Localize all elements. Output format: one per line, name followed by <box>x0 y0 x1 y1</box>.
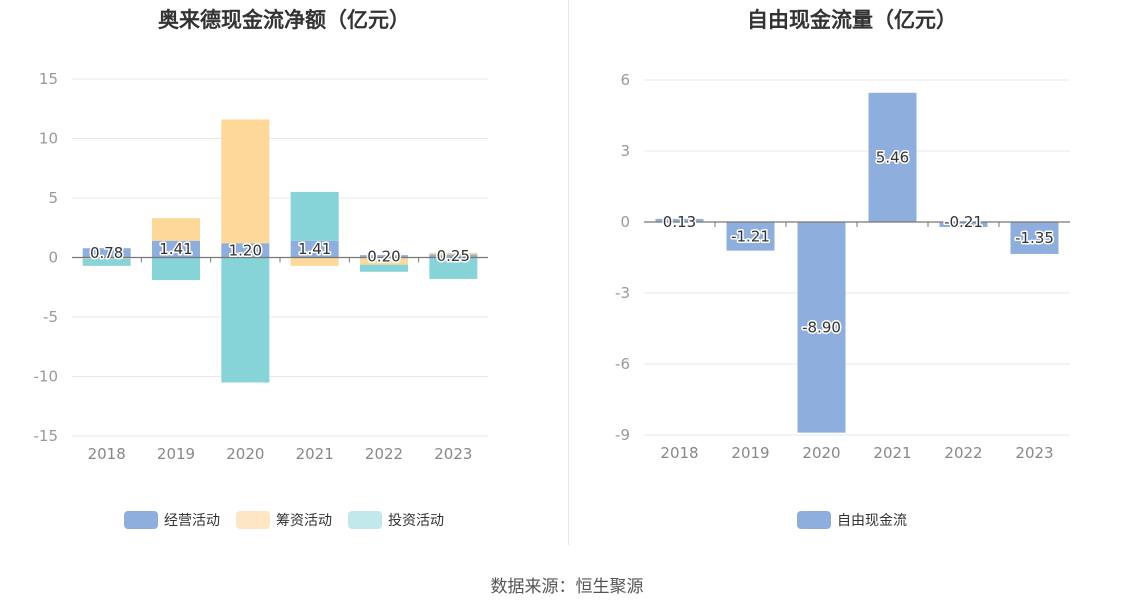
y-tick-label: 5 <box>48 189 58 207</box>
x-tick-label: 2018 <box>88 445 126 463</box>
bar-free-cash-flow-2022 <box>939 222 988 227</box>
x-tick-label: 2019 <box>157 445 195 463</box>
bar-financing-2021 <box>290 257 339 266</box>
bar-free-cash-flow-2018 <box>655 218 704 222</box>
data-label: -0.21 <box>944 213 983 231</box>
data-label: -8.90 <box>802 318 841 336</box>
bar-investing-2020 <box>221 257 270 383</box>
bar-operating-2018 <box>82 248 131 258</box>
x-tick-label: 2021 <box>296 445 334 463</box>
x-tick-label: 2020 <box>802 444 840 462</box>
data-label: 1.41 <box>159 240 192 258</box>
legend-item-operating[interactable]: 经营活动 <box>124 510 220 530</box>
bar-free-cash-flow-2021 <box>868 92 917 222</box>
right-chart-plot: 6 3 0 -3 -6 -9 2018 2019 2020 2021 2022 2023 0.13 -1.… <box>615 71 1070 462</box>
x-tick-label: 2023 <box>434 445 472 463</box>
x-tick-label: 2023 <box>1015 444 1053 462</box>
bar-operating-2020 <box>221 243 270 258</box>
x-tick-label: 2021 <box>873 444 911 462</box>
y-tick-label: -6 <box>615 355 630 373</box>
bar-financing-2023 <box>429 252 478 255</box>
left-chart-title: 奥来德现金流净额（亿元） <box>158 8 410 32</box>
legend-swatch-investing <box>348 511 382 529</box>
bar-operating-2023 <box>429 254 478 258</box>
panel-divider <box>568 0 569 545</box>
data-label: -1.35 <box>1015 229 1054 247</box>
right-chart-panel: 自由现金流量（亿元） 6 3 0 -3 -6 -9 2018 2019 2020 2021 2022… <box>570 0 1134 560</box>
y-tick-label: -5 <box>43 308 58 326</box>
legend-label-financing: 筹资活动 <box>276 513 332 529</box>
left-chart-plot: 15 10 5 0 -5 -10 -15 2018 2019 2020 2021 2022 2023 0.… <box>34 70 488 463</box>
x-tick-label: 2018 <box>660 444 698 462</box>
bar-free-cash-flow-2023 <box>1010 222 1059 254</box>
legend-label-free-cash-flow: 自由现金流 <box>837 513 907 529</box>
y-tick-label: -9 <box>615 426 630 444</box>
bar-operating-2022 <box>360 255 408 258</box>
x-tick-label: 2020 <box>226 445 264 463</box>
y-tick-label: -10 <box>34 368 59 386</box>
left-chart-panel: 奥来德现金流净额（亿元） 15 10 5 0 -5 -10 -15 2018 2019 2020 2… <box>0 0 568 560</box>
bar-free-cash-flow-2019 <box>726 222 775 251</box>
bar-investing-2023 <box>429 257 478 279</box>
data-label: 5.46 <box>876 148 909 166</box>
legend-swatch-operating <box>124 511 158 529</box>
y-tick-label: 15 <box>39 70 58 88</box>
bar-investing-2021 <box>290 191 339 241</box>
y-tick-label: 6 <box>620 71 630 89</box>
data-label: -1.21 <box>731 227 770 245</box>
x-tick-label: 2022 <box>365 445 403 463</box>
data-label: 0.25 <box>437 247 470 265</box>
legend-swatch-financing <box>236 511 270 529</box>
legend-item-free-cash-flow[interactable]: 自由现金流 <box>797 510 907 530</box>
data-label: 1.20 <box>229 241 262 259</box>
bar-free-cash-flow-2020 <box>797 222 846 433</box>
legend-swatch-free-cash-flow <box>797 511 831 529</box>
legend-item-financing[interactable]: 筹资活动 <box>236 510 332 530</box>
data-label: 1.41 <box>298 240 331 258</box>
bar-operating-2019 <box>152 240 200 258</box>
y-tick-label: -15 <box>34 427 59 445</box>
bar-investing-2022 <box>360 264 408 272</box>
bar-investing-2018 <box>82 258 131 266</box>
bar-financing-2022 <box>360 257 408 265</box>
data-label: 0.78 <box>90 244 123 262</box>
right-chart-legend: 自由现金流 <box>570 510 1134 530</box>
bar-investing-2019 <box>152 257 200 281</box>
legend-label-operating: 经营活动 <box>164 513 220 529</box>
right-chart-title: 自由现金流量（亿元） <box>747 8 957 32</box>
x-tick-label: 2022 <box>944 444 982 462</box>
x-tick-label: 2019 <box>731 444 769 462</box>
y-tick-label: 0 <box>620 213 630 231</box>
left-chart-legend: 经营活动 筹资活动 投资活动 <box>0 510 568 530</box>
y-tick-label: -3 <box>615 284 630 302</box>
bar-operating-2021 <box>290 240 339 258</box>
data-source-note: 数据来源：恒生聚源 <box>490 577 644 597</box>
legend-label-investing: 投资活动 <box>388 513 444 529</box>
data-label: 0.13 <box>663 213 696 231</box>
bar-financing-2020 <box>221 119 270 244</box>
legend-item-investing[interactable]: 投资活动 <box>348 510 444 530</box>
y-tick-label: 0 <box>48 249 58 267</box>
y-tick-label: 10 <box>39 130 58 148</box>
y-tick-label: 3 <box>620 142 630 160</box>
data-label: 0.20 <box>367 247 400 265</box>
bar-financing-2019 <box>152 218 200 241</box>
